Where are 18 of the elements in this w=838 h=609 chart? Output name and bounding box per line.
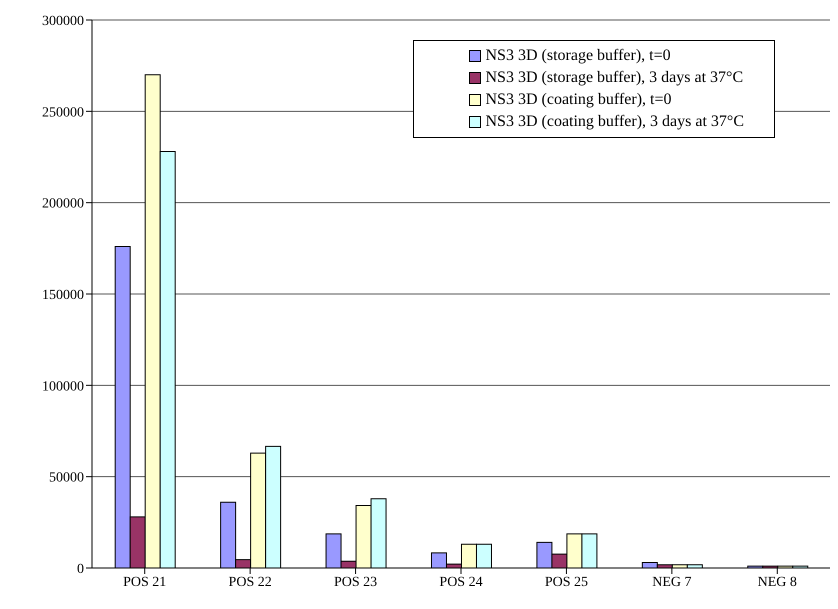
x-tick-label: POS 25 [544,574,588,590]
y-tick-label: 100000 [42,379,84,394]
x-tick-label: NEG 7 [652,574,692,590]
legend-label: NS3 3D (storage buffer), 3 days at 37°C [486,68,744,88]
y-tick-label: 150000 [42,288,84,303]
y-tick-label: 250000 [42,105,84,120]
y-tick-label: 0 [77,562,84,577]
x-tick-label: POS 21 [123,574,166,590]
legend-label: NS3 3D (coating buffer), 3 days at 37°C [486,112,744,132]
legend-label: NS3 3D (storage buffer), t=0 [486,46,671,66]
y-tick-label: 300000 [42,14,84,29]
x-tick-label: POS 24 [439,574,483,590]
x-tick-label: POS 23 [334,574,378,590]
x-tick-label: POS 22 [228,574,272,590]
y-tick-label: 50000 [49,470,84,486]
legend-label: NS3 3D (coating buffer), t=0 [486,90,672,110]
x-tick-label: NEG 8 [758,574,797,590]
y-tick-label: 200000 [42,196,84,212]
